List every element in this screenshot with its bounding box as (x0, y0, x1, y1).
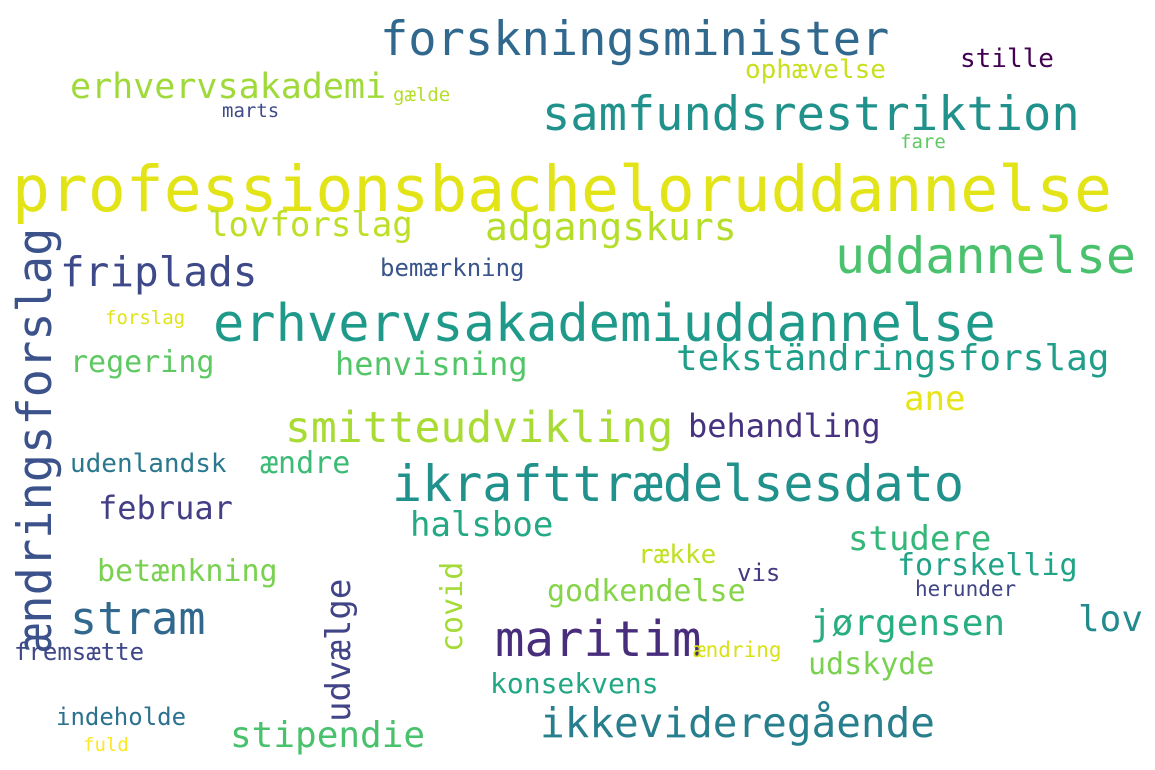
word-raekke: række (638, 540, 717, 570)
word-friplads: friplads (60, 248, 258, 296)
word-indeholde: indeholde (56, 703, 187, 731)
word-bemaerkning: bemærkning (380, 254, 525, 282)
word-covid: covid (435, 561, 470, 652)
word-henvisning: henvisning (335, 345, 528, 383)
word-februar: februar (98, 489, 233, 527)
word-forskningsminister: forskningsminister (380, 12, 890, 67)
word-fare: fare (900, 131, 946, 153)
word-aendring: ændring (693, 638, 782, 662)
word-udvaelge: udvælge (319, 578, 359, 722)
word-ane: ane (904, 379, 966, 419)
word-samfundsrestriktion: samfundsrestriktion (542, 87, 1080, 142)
word-maritim: maritim (495, 611, 702, 668)
word-erhvervsakademi: erhvervsakademi (70, 67, 387, 107)
word-behandling: behandling (688, 407, 881, 445)
word-forslag: forslag (105, 307, 186, 329)
word-aendringsforslag: ændringsforslag (8, 227, 63, 652)
word-studere: studere (848, 519, 992, 559)
word-stram: stram (70, 592, 206, 645)
word-erhvervsakademiuddannelse: erhvervsakademiuddannelse (213, 294, 996, 354)
word-herunder: herunder (915, 577, 1017, 601)
word-ophaevelse: ophævelse (745, 55, 886, 85)
word-professionsbacheloruddannelse: professionsbacheloruddannelse (12, 153, 1112, 226)
word-lov: lov (1078, 599, 1144, 640)
word-smitteudvikling: smitteudvikling (285, 403, 674, 453)
word-fuld: fuld (83, 734, 129, 756)
word-adgangskurs: adgangskurs (485, 205, 737, 249)
word-marts: marts (222, 100, 280, 122)
word-ikkevideregaaende: ikkevideregående (540, 699, 935, 747)
word-stille: stille (960, 44, 1054, 74)
word-vis: vis (737, 559, 781, 587)
word-gaelde: gælde (393, 84, 451, 106)
word-halsboe: halsboe (410, 505, 554, 545)
word-regering: regering (70, 345, 215, 380)
word-forskellig: forskellig (897, 548, 1078, 583)
word-lovforslag: lovforslag (208, 205, 413, 245)
word-stipendie: stipendie (230, 715, 426, 756)
word-udskyde: udskyde (808, 647, 935, 682)
word-godkendelse: godkendelse (547, 574, 746, 609)
word-ikrafttraedelsesdato: ikrafttrædelsesdato (392, 455, 964, 513)
word-udenlandsk: udenlandsk (70, 449, 227, 479)
word-tekstaendringsforslag: tekständringsforslag (676, 338, 1110, 379)
word-fremsaette: fremsætte (14, 638, 145, 666)
word-uddannelse: uddannelse (835, 227, 1137, 285)
word-jorgensen: jørgensen (810, 603, 1006, 644)
word-aendre: ændre (260, 446, 351, 481)
word-betaenkning: betænkning (97, 554, 278, 589)
word-konsekvens: konsekvens (490, 667, 659, 700)
